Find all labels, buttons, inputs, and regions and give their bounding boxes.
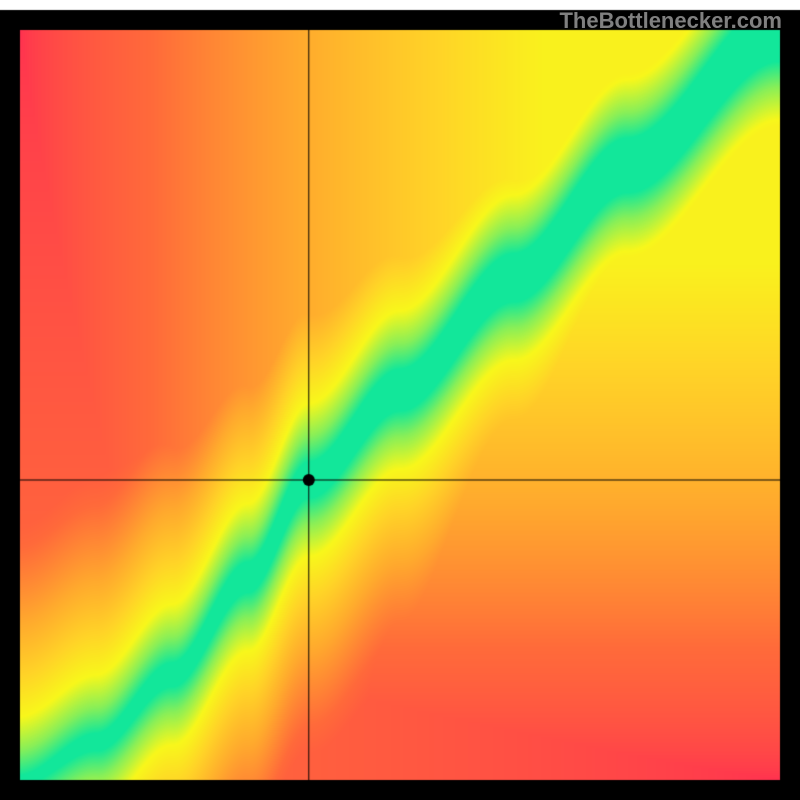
bottleneck-heatmap xyxy=(0,0,800,800)
watermark-text: TheBottlenecker.com xyxy=(559,8,782,34)
